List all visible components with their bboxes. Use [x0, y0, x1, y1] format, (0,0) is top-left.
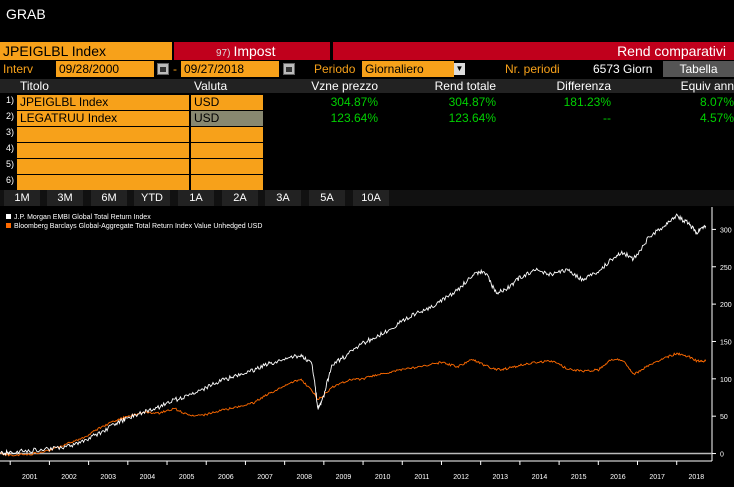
x-tick-label: 2013: [492, 474, 508, 481]
ticker-cell[interactable]: LEGATRUU Index: [17, 111, 189, 126]
x-tick-label: 2012: [453, 474, 469, 481]
difference-value: 181.23%: [563, 95, 611, 109]
legend-swatch: [6, 223, 11, 228]
x-tick-label: 2005: [179, 474, 195, 481]
difference-value: --: [603, 111, 611, 125]
x-tick-label: 2001: [22, 474, 38, 481]
app-title: GRAB: [6, 6, 46, 22]
row-number: 5): [6, 159, 15, 169]
price-change-value: 123.64%: [330, 111, 378, 125]
x-tick-label: 2014: [532, 474, 548, 481]
row-number: 2): [6, 111, 15, 121]
impost-button[interactable]: 97) Impost: [174, 42, 330, 60]
ticker-cell[interactable]: [17, 127, 189, 142]
equiv-ann-value: 8.07%: [699, 95, 734, 109]
nperiods-label: Nr. periodi: [505, 62, 560, 76]
price-change-value: 304.87%: [330, 95, 378, 109]
x-tick-label: 2017: [649, 474, 665, 481]
x-tick-label: 2007: [257, 474, 273, 481]
period-button-3m[interactable]: 3M: [47, 190, 83, 206]
period-button-2a[interactable]: 2A: [222, 190, 258, 206]
y-tick-label: 50: [720, 414, 728, 421]
x-tick-label: 2016: [610, 474, 626, 481]
y-tick-label: 250: [720, 265, 732, 272]
legend-label: J.P. Morgan EMBI Global Total Return Ind…: [14, 214, 151, 221]
equiv-ann-value: 4.57%: [699, 111, 734, 125]
row-number: 4): [6, 143, 15, 153]
date-to-input[interactable]: 09/27/2018: [181, 61, 279, 77]
impost-label: Impost: [233, 43, 276, 59]
currency-cell[interactable]: USD: [191, 95, 263, 110]
currency-cell[interactable]: [191, 175, 263, 190]
tabella-button[interactable]: Tabella: [663, 61, 734, 77]
period-select[interactable]: Giornaliero: [362, 61, 454, 77]
interval-label: Interv: [3, 62, 34, 76]
period-button-6m[interactable]: 6M: [91, 190, 127, 206]
legend-item: Bloomberg Barclays Global-Aggregate Tota…: [6, 222, 262, 231]
row-number: 6): [6, 175, 15, 185]
y-tick-label: 0: [720, 452, 724, 459]
ticker-cell[interactable]: [17, 143, 189, 158]
ticker-cell[interactable]: [17, 159, 189, 174]
series-line: [0, 352, 707, 457]
impost-number: 97): [216, 48, 231, 59]
comparison-table: 1) JPEIGLBL Index USD 304.87% 304.87% 18…: [0, 95, 734, 190]
x-tick-label: 2010: [375, 474, 391, 481]
ticker-cell[interactable]: JPEIGLBL Index: [17, 95, 189, 110]
x-tick-label: 2003: [100, 474, 116, 481]
period-button-1m[interactable]: 1M: [4, 190, 40, 206]
period-button-5a[interactable]: 5A: [309, 190, 345, 206]
performance-chart[interactable]: 0 50 100 150 200 250 300 2001 2002 2003 2004 2005 20…: [0, 207, 734, 487]
header-vzne-prezzo: Vzne prezzo: [264, 79, 378, 93]
row-number: 3): [6, 127, 15, 137]
legend-label: Bloomberg Barclays Global-Aggregate Tota…: [14, 223, 263, 230]
calendar-to-icon[interactable]: [283, 63, 295, 75]
chart-legend: J.P. Morgan EMBI Global Total Return Ind…: [6, 213, 262, 231]
total-return-value: 304.87%: [448, 95, 496, 109]
y-tick-label: 300: [720, 227, 732, 234]
calendar-from-icon[interactable]: [157, 63, 169, 75]
chevron-down-icon[interactable]: ▼: [454, 63, 465, 75]
period-button-ytd[interactable]: YTD: [134, 190, 170, 206]
date-separator: -: [173, 62, 177, 76]
header-differenza: Differenza: [498, 79, 611, 93]
y-tick-label: 150: [720, 339, 732, 346]
nperiods-value: 6573 Giorn: [593, 62, 653, 76]
x-tick-label: 2009: [336, 474, 352, 481]
x-tick-label: 2018: [689, 474, 705, 481]
x-tick-label: 2011: [414, 474, 429, 481]
x-tick-label: 2004: [140, 474, 156, 481]
x-tick-label: 2008: [296, 474, 312, 481]
header-valuta: Valuta: [194, 79, 228, 93]
period-button-10a[interactable]: 10A: [353, 190, 389, 206]
currency-cell[interactable]: [191, 143, 263, 158]
date-from-input[interactable]: 09/28/2000: [56, 61, 154, 77]
y-tick-label: 200: [720, 302, 732, 309]
period-button-3a[interactable]: 3A: [265, 190, 301, 206]
series-line: [0, 213, 707, 457]
currency-cell[interactable]: [191, 127, 263, 142]
row-number: 1): [6, 95, 15, 105]
currency-cell[interactable]: USD: [191, 111, 263, 126]
x-tick-label: 2015: [571, 474, 587, 481]
period-label: Periodo: [314, 62, 356, 76]
legend-item: J.P. Morgan EMBI Global Total Return Ind…: [6, 213, 262, 222]
x-tick-label: 2006: [218, 474, 234, 481]
y-tick-label: 100: [720, 377, 732, 384]
period-button-1a[interactable]: 1A: [178, 190, 214, 206]
total-return-value: 123.64%: [448, 111, 496, 125]
security-ticker-field[interactable]: JPEIGLBL Index: [0, 42, 172, 60]
header-titolo: Titolo: [20, 79, 49, 93]
legend-swatch: [6, 214, 11, 219]
screen-title: Rend comparativi: [333, 42, 734, 60]
header-equiv-ann: Equiv ann: [613, 79, 734, 93]
x-tick-label: 2002: [61, 474, 77, 481]
currency-cell[interactable]: [191, 159, 263, 174]
ticker-cell[interactable]: [17, 175, 189, 190]
header-rend-totale: Rend totale: [380, 79, 496, 93]
